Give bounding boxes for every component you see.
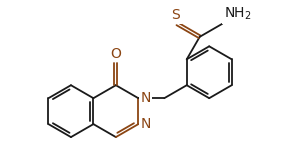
Text: S: S	[171, 8, 180, 22]
Text: N: N	[141, 91, 151, 105]
Text: O: O	[110, 47, 121, 61]
Text: NH$_2$: NH$_2$	[224, 6, 251, 22]
Text: N: N	[141, 117, 151, 131]
